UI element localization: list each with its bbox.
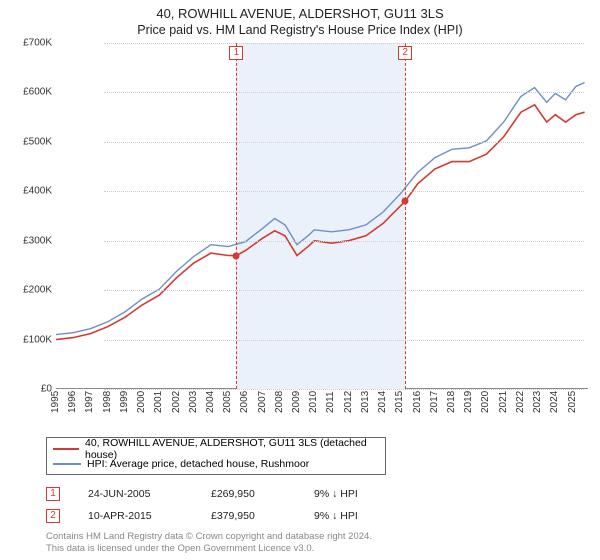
transaction-marker-icon: 2 — [46, 509, 60, 523]
transaction-hpi-delta: 9% ↓ HPI — [314, 510, 404, 522]
legend-swatch-hpi — [53, 463, 81, 465]
marker-label-icon: 2 — [398, 46, 412, 60]
transaction-date: 24-JUN-2005 — [88, 488, 183, 500]
marker-line — [236, 43, 237, 389]
y-axis-label: £600K — [8, 87, 52, 98]
gridline — [104, 43, 584, 44]
gridline — [104, 92, 584, 93]
legend-swatch-price — [53, 448, 79, 450]
gridline — [104, 290, 584, 291]
footer-line: This data is licensed under the Open Gov… — [46, 543, 592, 555]
legend-label-hpi: HPI: Average price, detached house, Rush… — [87, 458, 309, 470]
transaction-hpi-delta: 9% ↓ HPI — [314, 488, 404, 500]
gridline — [104, 340, 584, 341]
series-hpi — [56, 83, 585, 335]
gridline — [104, 142, 584, 143]
y-axis-label: £700K — [8, 38, 52, 49]
transaction-row: 1 24-JUN-2005 £269,950 9% ↓ HPI — [46, 483, 592, 505]
transaction-date: 10-APR-2015 — [88, 510, 183, 522]
legend-row: 40, ROWHILL AVENUE, ALDERSHOT, GU11 3LS … — [53, 441, 379, 456]
marker-line — [405, 43, 406, 389]
transaction-marker-icon: 1 — [46, 487, 60, 501]
gridline — [104, 191, 584, 192]
y-axis-label: £100K — [8, 334, 52, 345]
chart-title: 40, ROWHILL AVENUE, ALDERSHOT, GU11 3LS — [8, 6, 592, 21]
transaction-row: 2 10-APR-2015 £379,950 9% ↓ HPI — [46, 505, 592, 527]
footer-line: Contains HM Land Registry data © Crown c… — [46, 531, 592, 543]
y-axis-label: £0 — [8, 384, 52, 395]
y-axis-label: £300K — [8, 235, 52, 246]
sale-dot-icon — [402, 198, 409, 205]
plot-region: 12 — [56, 43, 588, 389]
legend-box: 40, ROWHILL AVENUE, ALDERSHOT, GU11 3LS … — [46, 437, 386, 475]
chart-area: 12 £0£100K£200K£300K£400K£500K£600K£700K… — [8, 43, 592, 429]
series-svg — [56, 43, 588, 389]
marker-label-icon: 1 — [229, 46, 243, 60]
transaction-price: £379,950 — [211, 510, 286, 522]
sale-dot-icon — [233, 252, 240, 259]
y-axis-label: £400K — [8, 186, 52, 197]
chart-subtitle: Price paid vs. HM Land Registry's House … — [8, 23, 592, 37]
transactions-table: 1 24-JUN-2005 £269,950 9% ↓ HPI 2 10-APR… — [46, 483, 592, 527]
y-axis-label: £500K — [8, 136, 52, 147]
footer-attribution: Contains HM Land Registry data © Crown c… — [46, 531, 592, 555]
gridline — [104, 241, 584, 242]
x-axis-label: 2025 — [567, 391, 600, 413]
transaction-price: £269,950 — [211, 488, 286, 500]
y-axis-label: £200K — [8, 285, 52, 296]
